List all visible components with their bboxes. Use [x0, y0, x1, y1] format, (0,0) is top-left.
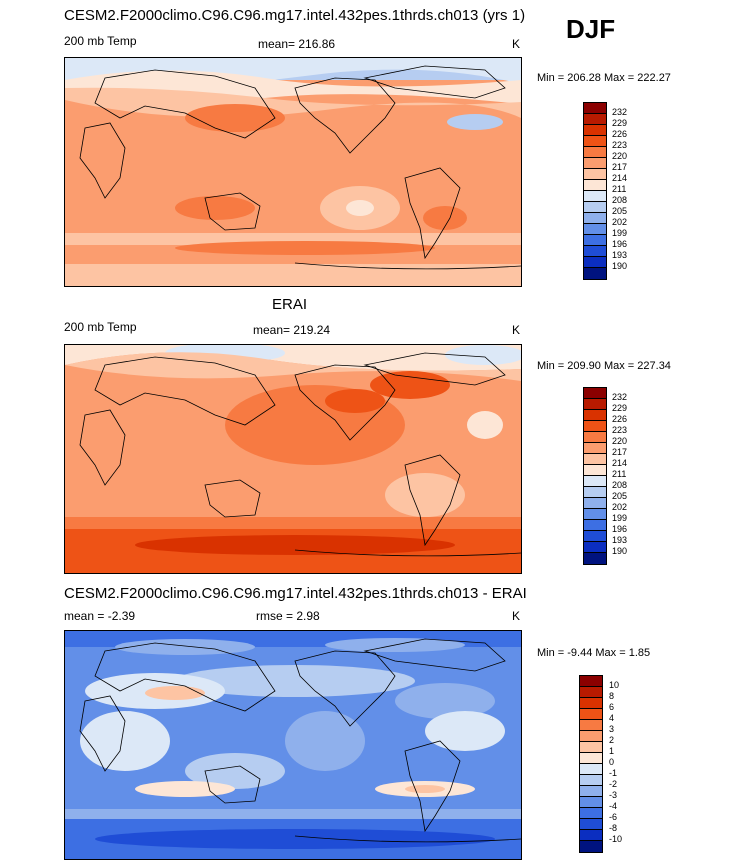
panel3-cbar-label: -3 — [609, 790, 618, 800]
panel1-colorbar — [583, 102, 607, 280]
panel2-minmax: Min = 209.90 Max = 227.34 — [537, 360, 671, 372]
panel2-cbar-label: 196 — [612, 524, 628, 534]
panel1-cbar-label: 211 — [612, 184, 627, 194]
panel2-cbar-label: 214 — [612, 458, 628, 468]
panel2-cbar-label: 226 — [612, 414, 628, 424]
panel1-cbar-label: 190 — [612, 261, 628, 271]
panel3-colorbar — [579, 675, 603, 853]
panel2-cbar-label: 208 — [612, 480, 628, 490]
panel3-cbar-label: 4 — [609, 713, 615, 723]
panel1-cbar-label: 229 — [612, 118, 628, 128]
panel1-cbar-label: 193 — [612, 250, 628, 260]
panel2-title: ERAI — [272, 296, 308, 313]
panel1-cbar-label: 205 — [612, 206, 628, 216]
panel3-cbar-label: 6 — [609, 702, 615, 712]
panel1-mean-label: mean= 216.86 — [258, 37, 336, 51]
panel3-mean-label: mean = -2.39 — [64, 609, 136, 623]
panel3-cbar-label: 1 — [609, 746, 615, 756]
panel1-cbar-label: 217 — [612, 162, 628, 172]
panel2-cbar-label: 220 — [612, 436, 628, 446]
panel1-minmax: Min = 206.28 Max = 222.27 — [537, 72, 671, 84]
panel3-minmax: Min = -9.44 Max = 1.85 — [537, 647, 651, 659]
panel2-mean-label: mean= 219.24 — [253, 323, 331, 337]
panel1-cbar-label: 199 — [612, 228, 628, 238]
panel3-title: CESM2.F2000climo.C96.C96.mg17.intel.432p… — [64, 585, 527, 602]
panel2-cbar-label: 193 — [612, 535, 628, 545]
panel1-cbar-label: 214 — [612, 173, 628, 183]
panel3-cbar-label: 10 — [609, 680, 620, 690]
panel1-units: K — [512, 37, 521, 51]
panel2-variable-label: 200 mb Temp — [64, 320, 137, 334]
panel1-cbar-label: 208 — [612, 195, 628, 205]
panel2-cbar-label: 229 — [612, 403, 628, 413]
panel1-cbar-label: 196 — [612, 239, 628, 249]
panel2-cbar-label: 232 — [612, 392, 628, 402]
panel3-cbar-label: -6 — [609, 812, 618, 822]
panel1-cbar-label: 232 — [612, 107, 628, 117]
panel2-cbar-label: 202 — [612, 502, 628, 512]
panel2-cbar-label: 199 — [612, 513, 628, 523]
panel1-cbar-label: 220 — [612, 151, 628, 161]
panel1-cbar-label: 223 — [612, 140, 628, 150]
panel3-units: K — [512, 609, 521, 623]
panel3-cbar-label: -1 — [609, 768, 618, 778]
panel1-variable-label: 200 mb Temp — [64, 34, 137, 48]
panel1-map — [64, 57, 522, 287]
panel3-cbar-label: -2 — [609, 779, 618, 789]
panel2-map — [64, 344, 522, 574]
panel3-map — [64, 630, 522, 860]
season-label: DJF — [566, 14, 616, 44]
panel3-cbar-label: -8 — [609, 823, 618, 833]
panel2-cbar-label: 217 — [612, 447, 628, 457]
panel2-cbar-label: 190 — [612, 546, 628, 556]
panel2-cbar-label: 205 — [612, 491, 628, 501]
panel1-cbar-label: 226 — [612, 129, 628, 139]
panel2-colorbar — [583, 387, 607, 565]
panel3-cbar-label: 2 — [609, 735, 615, 745]
panel2-units: K — [512, 323, 521, 337]
panel3-cbar-label: 8 — [609, 691, 615, 701]
panel3-cbar-label: -4 — [609, 801, 618, 811]
panel1-title: CESM2.F2000climo.C96.C96.mg17.intel.432p… — [64, 7, 526, 24]
panel3-cbar-label: -10 — [609, 834, 623, 844]
panel3-rmse-label: rmse = 2.98 — [256, 609, 320, 623]
panel3-cbar-label: 3 — [609, 724, 615, 734]
panel1-cbar-label: 202 — [612, 217, 628, 227]
panel2-cbar-label: 223 — [612, 425, 628, 435]
panel3-cbar-label: 0 — [609, 757, 615, 767]
panel2-cbar-label: 211 — [612, 469, 627, 479]
